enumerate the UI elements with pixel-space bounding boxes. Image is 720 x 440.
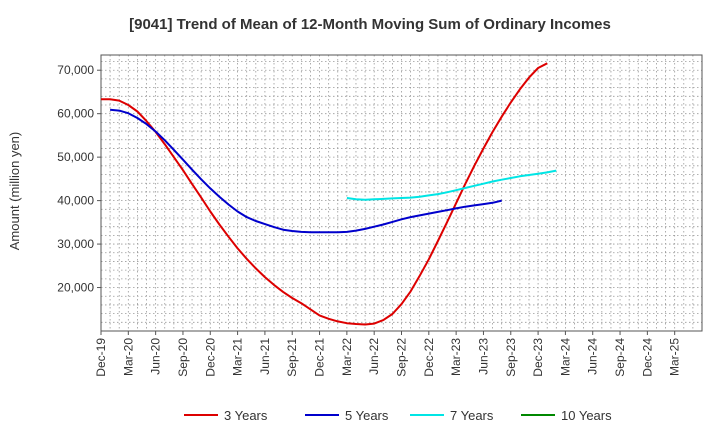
- x-tick-label: Mar-25: [668, 338, 682, 376]
- x-tick-label: Dec-23: [531, 338, 545, 377]
- x-axis: Dec-19 Mar-20 Jun-20 Sep-20 Dec-20 Mar-21 Jun-…: [94, 331, 682, 377]
- series-line-5-years: [110, 108, 502, 234]
- chart-title: [9041] Trend of Mean of 12-Month Moving …: [129, 16, 611, 33]
- legend: 3 Years 5 Years 7 Years 10 Years: [184, 408, 612, 423]
- x-tick-label: Sep-22: [395, 338, 409, 377]
- y-tick-label: 50,000: [57, 150, 94, 164]
- legend-label: 10 Years: [561, 408, 612, 423]
- y-tick-label: 30,000: [57, 237, 94, 251]
- series-line-3-years: [101, 62, 548, 326]
- x-tick-label: Mar-23: [449, 338, 463, 376]
- x-tick-label: Dec-19: [94, 338, 108, 377]
- series-line-7-years: [346, 169, 557, 201]
- x-tick-label: Jun-20: [149, 338, 163, 375]
- y-tick-label: 20,000: [57, 281, 94, 295]
- legend-label: 3 Years: [224, 408, 268, 423]
- x-tick-label: Dec-21: [313, 338, 327, 377]
- y-tick-label: 40,000: [57, 194, 94, 208]
- x-tick-label: Sep-23: [504, 338, 518, 377]
- x-tick-label: Sep-20: [176, 338, 190, 377]
- x-tick-label: Jun-24: [586, 338, 600, 375]
- x-tick-label: Mar-22: [340, 338, 354, 376]
- y-axis: 20,000 30,000 40,000 50,000 60,000 70,000: [57, 63, 101, 295]
- x-tick-label: Dec-22: [422, 338, 436, 377]
- x-tick-label: Jun-22: [367, 338, 381, 375]
- x-tick-label: Jun-21: [258, 338, 272, 375]
- x-tick-label: Dec-20: [203, 338, 217, 377]
- x-tick-label: Sep-21: [285, 338, 299, 377]
- data-series: [101, 62, 557, 326]
- y-axis-label: Amount (million yen): [7, 132, 22, 251]
- y-tick-label: 70,000: [57, 63, 94, 77]
- legend-label: 5 Years: [345, 408, 389, 423]
- legend-label: 7 Years: [450, 408, 494, 423]
- x-tick-label: Mar-20: [121, 338, 135, 376]
- x-tick-label: Jun-23: [476, 338, 490, 375]
- y-tick-label: 60,000: [57, 107, 94, 121]
- grid-lines: [101, 55, 702, 331]
- x-tick-label: Mar-24: [558, 338, 572, 376]
- x-tick-label: Sep-24: [613, 338, 627, 377]
- x-tick-label: Dec-24: [640, 338, 654, 377]
- x-tick-label: Mar-21: [231, 338, 245, 376]
